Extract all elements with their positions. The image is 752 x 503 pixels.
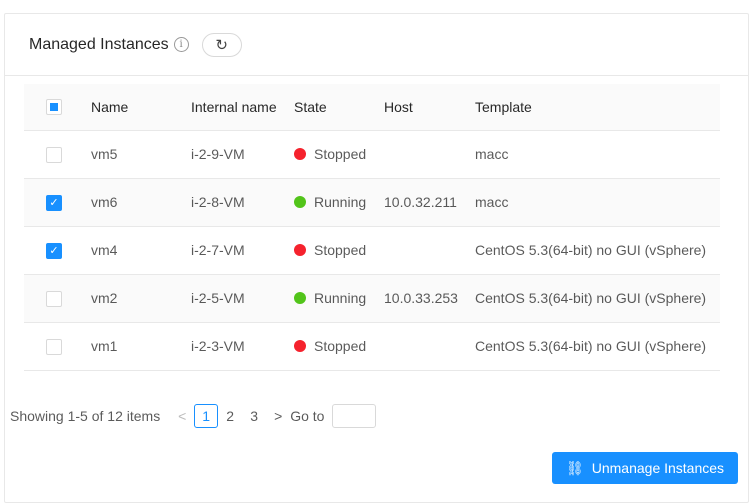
table-row[interactable]: vm1 i-2-3-VM Stopped CentOS 5.3(64-bit) … <box>24 322 720 371</box>
cell-name: vm1 <box>91 322 191 371</box>
row-checkbox[interactable] <box>46 146 62 163</box>
pagination: Showing 1-5 of 12 items < 1 2 3 > Go to <box>10 404 377 428</box>
instances-table: Name Internal name State Host Template v… <box>24 84 720 371</box>
disconnect-icon: ⛓ <box>565 459 584 476</box>
cell-host: 10.0.32.211 <box>384 178 475 227</box>
cell-name: vm5 <box>91 130 191 179</box>
cell-template: CentOS 5.3(64-bit) no GUI (vSphere) <box>475 322 720 371</box>
goto-input[interactable] <box>332 404 377 428</box>
row-checkbox[interactable] <box>46 338 62 355</box>
cell-internal-name: i-2-8-VM <box>191 178 294 227</box>
cell-name: vm6 <box>91 178 191 227</box>
state-label: Stopped <box>314 242 367 258</box>
col-name[interactable]: Name <box>91 84 191 131</box>
table-row[interactable]: vm5 i-2-9-VM Stopped macc <box>24 130 720 179</box>
cell-state: Stopped <box>294 226 384 275</box>
page-3[interactable]: 3 <box>250 408 259 424</box>
state-label: Stopped <box>314 146 367 162</box>
unmanage-label: Unmanage Instances <box>591 460 725 476</box>
card-header: Managed Instances i ↻ <box>5 14 748 76</box>
cell-host <box>384 322 475 371</box>
page-2[interactable]: 2 <box>226 408 235 424</box>
cell-host <box>384 130 475 179</box>
cell-template: macc <box>475 178 720 227</box>
cell-name: vm2 <box>91 274 191 323</box>
status-dot-icon <box>294 292 306 304</box>
cell-internal-name: i-2-9-VM <box>191 130 294 179</box>
cell-state: Stopped <box>294 130 384 179</box>
select-all-checkbox[interactable] <box>46 99 62 116</box>
cell-internal-name: i-2-5-VM <box>191 274 294 323</box>
status-dot-icon <box>294 244 306 256</box>
col-state[interactable]: State <box>294 84 384 131</box>
cell-name: vm4 <box>91 226 191 275</box>
status-dot-icon <box>294 196 306 208</box>
goto-label: Go to <box>290 408 325 424</box>
row-checkbox[interactable]: ✓ <box>46 242 62 259</box>
cell-template: CentOS 5.3(64-bit) no GUI (vSphere) <box>475 226 720 275</box>
info-circle-icon[interactable]: i <box>173 37 189 52</box>
cell-template: CentOS 5.3(64-bit) no GUI (vSphere) <box>475 274 720 323</box>
cell-template: macc <box>475 130 720 179</box>
cell-internal-name: i-2-7-VM <box>191 226 294 275</box>
state-label: Stopped <box>314 338 367 354</box>
refresh-button[interactable]: ↻ <box>201 32 242 57</box>
row-checkbox[interactable]: ✓ <box>46 194 62 211</box>
unmanage-instances-button[interactable]: ⛓ Unmanage Instances <box>552 452 738 484</box>
page-title: Managed Instances <box>29 35 169 53</box>
cell-state: Running <box>294 178 384 227</box>
col-host[interactable]: Host <box>384 84 475 131</box>
pagination-summary: Showing 1-5 of 12 items <box>10 408 161 424</box>
reload-icon: ↻ <box>215 36 228 54</box>
prev-page-button[interactable]: < <box>178 408 187 424</box>
col-internal-name[interactable]: Internal name <box>191 84 294 131</box>
table-row[interactable]: ✓ vm6 i-2-8-VM Running 10.0.32.211 macc <box>24 178 720 227</box>
next-page-button[interactable]: > <box>274 408 283 424</box>
page-1[interactable]: 1 <box>194 404 219 428</box>
state-label: Running <box>314 290 367 306</box>
cell-state: Stopped <box>294 322 384 371</box>
table-row[interactable]: vm2 i-2-5-VM Running 10.0.33.253 CentOS … <box>24 274 720 323</box>
row-checkbox[interactable] <box>46 290 62 307</box>
status-dot-icon <box>294 340 306 352</box>
table-header: Name Internal name State Host Template <box>24 84 720 131</box>
state-label: Running <box>314 194 367 210</box>
cell-state: Running <box>294 274 384 323</box>
cell-host <box>384 226 475 275</box>
cell-host: 10.0.33.253 <box>384 274 475 323</box>
table-row[interactable]: ✓ vm4 i-2-7-VM Stopped CentOS 5.3(64-bit… <box>24 226 720 275</box>
cell-internal-name: i-2-3-VM <box>191 322 294 371</box>
col-template[interactable]: Template <box>475 84 720 131</box>
status-dot-icon <box>294 148 306 160</box>
